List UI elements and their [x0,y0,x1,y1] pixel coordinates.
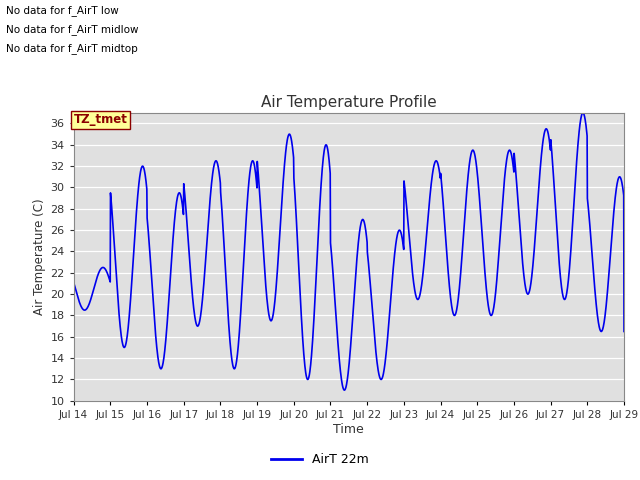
Text: TZ_tmet: TZ_tmet [74,113,127,126]
Text: No data for f_AirT midlow: No data for f_AirT midlow [6,24,139,35]
Y-axis label: Air Temperature (C): Air Temperature (C) [33,199,46,315]
Text: No data for f_AirT midtop: No data for f_AirT midtop [6,43,138,54]
Title: Air Temperature Profile: Air Temperature Profile [261,95,436,110]
X-axis label: Time: Time [333,422,364,436]
Legend: AirT 22m: AirT 22m [266,448,374,471]
Text: No data for f_AirT low: No data for f_AirT low [6,5,119,16]
